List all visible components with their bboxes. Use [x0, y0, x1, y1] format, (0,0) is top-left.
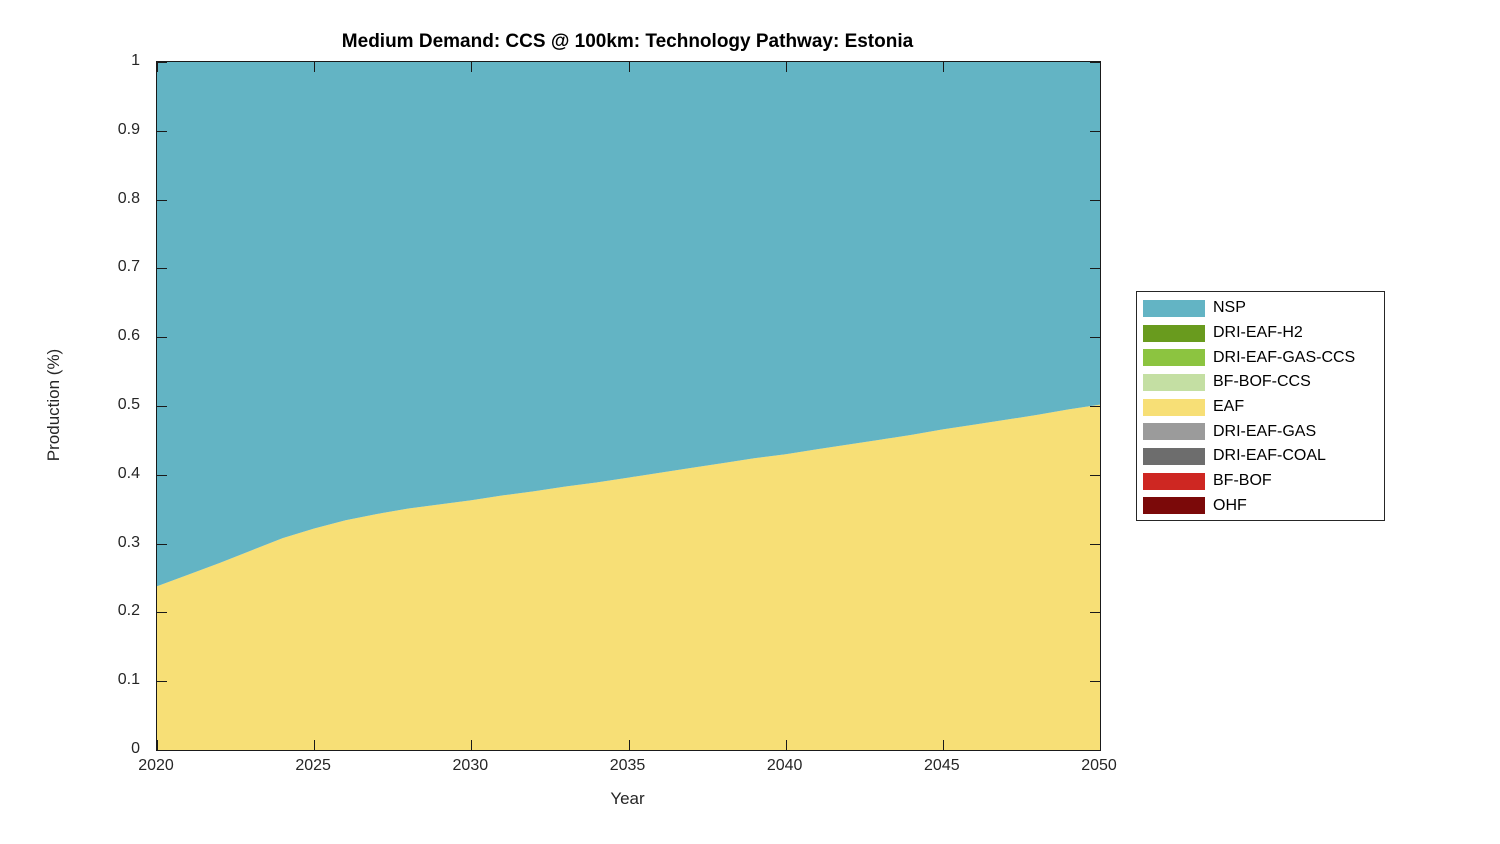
legend-label: EAF — [1213, 398, 1245, 416]
x-tick-mirror — [942, 62, 944, 72]
x-tick-label: 2030 — [452, 757, 489, 774]
x-tick — [157, 740, 158, 750]
x-tick — [628, 740, 630, 750]
y-tick-mirror — [1090, 474, 1100, 476]
y-tick — [157, 337, 167, 339]
legend-row-EAF: EAF — [1137, 395, 1384, 420]
x-tick-mirror — [314, 62, 316, 72]
x-tick-label: 2020 — [138, 757, 174, 774]
x-tick-label: 2045 — [924, 757, 960, 774]
legend-row-NSP: NSP — [1137, 296, 1384, 321]
y-tick — [157, 474, 167, 476]
legend-swatch-icon — [1143, 398, 1205, 416]
y-tick-mirror — [1090, 612, 1100, 614]
legend-label: BF-BOF — [1213, 472, 1272, 490]
y-tick — [157, 268, 167, 270]
y-tick — [157, 406, 167, 407]
y-tick-label: 0.3 — [117, 533, 140, 551]
y-tick-label: 0.9 — [117, 120, 140, 138]
y-tick — [157, 750, 167, 751]
x-axis-label: Year — [610, 789, 645, 808]
legend-label: DRI-EAF-COAL — [1213, 447, 1326, 465]
legend-row-BF-BOF: BF-BOF — [1137, 469, 1384, 494]
legend-row-BF-BOF-CCS: BF-BOF-CCS — [1137, 370, 1384, 395]
legend-label: BF-BOF-CCS — [1213, 373, 1311, 391]
y-tick-label: 0.4 — [117, 464, 140, 482]
x-tick — [1100, 740, 1101, 750]
legend-swatch-icon — [1143, 447, 1205, 465]
legend-label: DRI-EAF-GAS — [1213, 422, 1317, 440]
y-tick-mirror — [1090, 681, 1100, 683]
y-tick-label: 0.8 — [117, 189, 140, 207]
legend-label: DRI-EAF-GAS-CCS — [1213, 348, 1356, 366]
x-tick — [942, 740, 944, 750]
x-tick-mirror — [471, 62, 473, 72]
x-tick — [785, 740, 787, 750]
y-tick-label: 0 — [131, 740, 140, 757]
y-tick — [157, 543, 167, 545]
legend-swatch-icon — [1143, 373, 1205, 391]
stacked-area-plot — [157, 62, 1100, 750]
x-tick-mirror — [1100, 62, 1101, 72]
y-tick — [157, 130, 167, 132]
x-tick-mirror — [157, 62, 158, 72]
y-tick — [157, 681, 167, 683]
x-tick-label: 2040 — [766, 757, 803, 774]
legend-swatch-icon — [1143, 423, 1205, 441]
plot-area — [156, 61, 1101, 751]
y-tick-mirror — [1090, 62, 1100, 63]
y-tick-mirror — [1090, 543, 1100, 545]
y-tick-mirror — [1090, 199, 1100, 201]
legend-row-DRI-EAF-GAS: DRI-EAF-GAS — [1137, 419, 1384, 444]
y-axis-label: Production (%) — [44, 348, 63, 462]
legend-swatch-icon — [1143, 349, 1205, 367]
y-tick — [157, 612, 167, 614]
y-tick-mirror — [1090, 337, 1100, 339]
area-NSP — [157, 62, 1100, 587]
y-tick-mirror — [1090, 750, 1100, 751]
x-tick-label: 2050 — [1081, 757, 1117, 774]
area-EAF — [157, 404, 1100, 750]
y-tick-label: 0.1 — [117, 671, 140, 689]
y-tick-label: 0.5 — [117, 396, 140, 413]
y-tick-label: 0.2 — [117, 602, 140, 620]
x-tick-label: 2035 — [609, 757, 646, 774]
legend-label: DRI-EAF-H2 — [1213, 324, 1303, 342]
x-tick-mirror — [628, 62, 630, 72]
y-tick-mirror — [1090, 130, 1100, 132]
y-tick-mirror — [1090, 406, 1100, 407]
y-tick — [157, 62, 167, 63]
chart-title: Medium Demand: CCS @ 100km: Technology P… — [341, 31, 914, 52]
legend-row-DRI-EAF-COAL: DRI-EAF-COAL — [1137, 444, 1384, 469]
x-tick-label: 2025 — [295, 757, 331, 774]
x-tick — [471, 740, 473, 750]
y-tick-mirror — [1090, 268, 1100, 270]
legend-label: NSP — [1213, 299, 1246, 317]
legend-label: OHF — [1213, 496, 1247, 514]
y-tick-label: 1 — [131, 52, 140, 69]
x-tick — [314, 740, 316, 750]
x-tick-mirror — [785, 62, 787, 72]
legend-row-DRI-EAF-H2: DRI-EAF-H2 — [1137, 321, 1384, 346]
y-tick-label: 0.7 — [117, 258, 140, 276]
legend-swatch-icon — [1143, 472, 1205, 490]
legend-swatch-icon — [1143, 324, 1205, 342]
y-tick — [157, 199, 167, 201]
legend-row-OHF: OHF — [1137, 494, 1384, 519]
legend: NSP DRI-EAF-H2 DRI-EAF-GAS-CCS BF-BOF-CCS EA… — [1136, 291, 1385, 521]
y-tick-label: 0.6 — [117, 327, 140, 345]
legend-row-DRI-EAF-GAS-CCS: DRI-EAF-GAS-CCS — [1137, 345, 1384, 370]
legend-swatch-icon — [1143, 497, 1205, 515]
legend-swatch-icon — [1143, 299, 1205, 317]
